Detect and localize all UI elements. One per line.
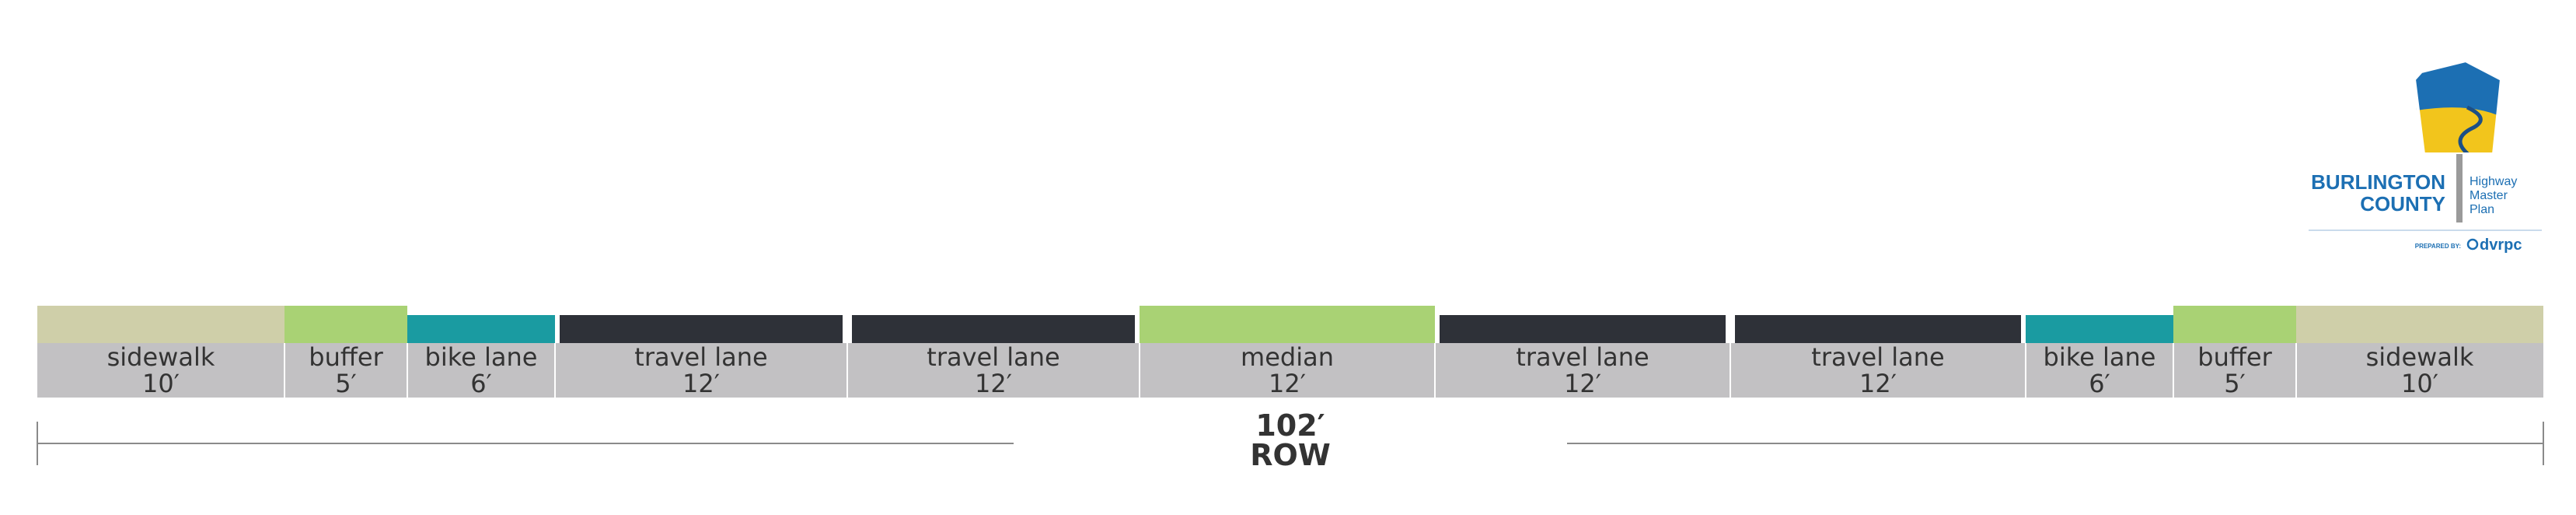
segment-name: bike lane <box>2043 342 2156 372</box>
segment-name: buffer <box>2197 342 2272 372</box>
burlington-county-logo: BURLINGTON COUNTY Highway Master Plan PR… <box>2309 58 2542 254</box>
segment-label: travel lane 12′ <box>1730 343 2026 398</box>
segment-width: 12′ <box>1269 369 1306 398</box>
travel-lane-surface <box>560 315 843 343</box>
segment-divider <box>407 343 408 398</box>
segment-name: sidewalk <box>106 342 215 372</box>
row-dimension-line-right <box>1567 443 2543 444</box>
segment-width: 12′ <box>1564 369 1601 398</box>
segment-label: median 12′ <box>1140 343 1435 398</box>
segment-name: median <box>1241 342 1334 372</box>
segment-divider <box>1139 343 1140 398</box>
segment-label: travel lane 12′ <box>555 343 847 398</box>
segment-width: 6′ <box>2089 369 2110 398</box>
bike-lane-surface <box>2026 315 2173 343</box>
road-sign-icon <box>2412 58 2504 222</box>
segment-name: buffer <box>309 342 383 372</box>
row-tick-left <box>37 422 38 465</box>
segment-label: travel lane 12′ <box>847 343 1140 398</box>
median-surface <box>1140 306 1435 343</box>
sidewalk-surface <box>2296 306 2543 343</box>
segment-label: buffer 5′ <box>2173 343 2296 398</box>
logo-county-line1: BURLINGTON <box>2311 170 2445 194</box>
row-width-value: 102′ <box>1255 408 1325 443</box>
sidewalk-surface <box>37 306 284 343</box>
bike-lane-surface <box>407 315 555 343</box>
logo-plan-line1: Highway <box>2470 175 2517 188</box>
segment-label: buffer 5′ <box>284 343 407 398</box>
segment-width: 12′ <box>1859 369 1897 398</box>
segment-width: 5′ <box>2224 369 2246 398</box>
row-dimension-line-left <box>37 443 1014 444</box>
row-tick-right <box>2543 422 2544 465</box>
travel-lane-surface <box>852 315 1135 343</box>
segment-name: bike lane <box>424 342 538 372</box>
segment-divider <box>846 343 848 398</box>
dvrpc-mark-icon <box>2466 238 2479 250</box>
row-label: ROW <box>1250 438 1331 472</box>
logo-county-line2: COUNTY <box>2360 192 2445 215</box>
segment-label: bike lane 6′ <box>2026 343 2173 398</box>
buffer-surface <box>284 306 407 343</box>
logo-prepared-by: PREPARED BY: <box>2415 243 2461 250</box>
row-total: 102′ ROW <box>1213 411 1368 470</box>
buffer-surface <box>2173 306 2296 343</box>
logo-org: dvrpc <box>2480 236 2522 254</box>
segment-width: 10′ <box>2401 369 2438 398</box>
segment-width: 12′ <box>682 369 720 398</box>
segment-width: 6′ <box>470 369 492 398</box>
segment-label: bike lane 6′ <box>407 343 555 398</box>
segment-width: 5′ <box>335 369 357 398</box>
segment-divider <box>1730 343 1731 398</box>
segment-label: sidewalk 10′ <box>37 343 284 398</box>
segment-divider <box>284 343 285 398</box>
logo-plan-line2: Master <box>2470 189 2508 202</box>
segment-name: travel lane <box>634 342 768 372</box>
segment-divider <box>2173 343 2174 398</box>
segment-divider <box>554 343 556 398</box>
segment-name: travel lane <box>1811 342 1945 372</box>
segment-divider <box>1434 343 1436 398</box>
segment-name: travel lane <box>927 342 1060 372</box>
segment-width: 12′ <box>975 369 1012 398</box>
segment-label: sidewalk 10′ <box>2296 343 2543 398</box>
travel-lane-surface <box>1735 315 2021 343</box>
travel-lane-surface <box>1440 315 1726 343</box>
segment-divider <box>2295 343 2297 398</box>
segment-name: sidewalk <box>2365 342 2474 372</box>
logo-plan-line3: Plan <box>2470 203 2494 216</box>
segment-divider <box>2025 343 2026 398</box>
segment-name: travel lane <box>1516 342 1649 372</box>
segment-label: travel lane 12′ <box>1435 343 1730 398</box>
segment-width: 10′ <box>142 369 180 398</box>
